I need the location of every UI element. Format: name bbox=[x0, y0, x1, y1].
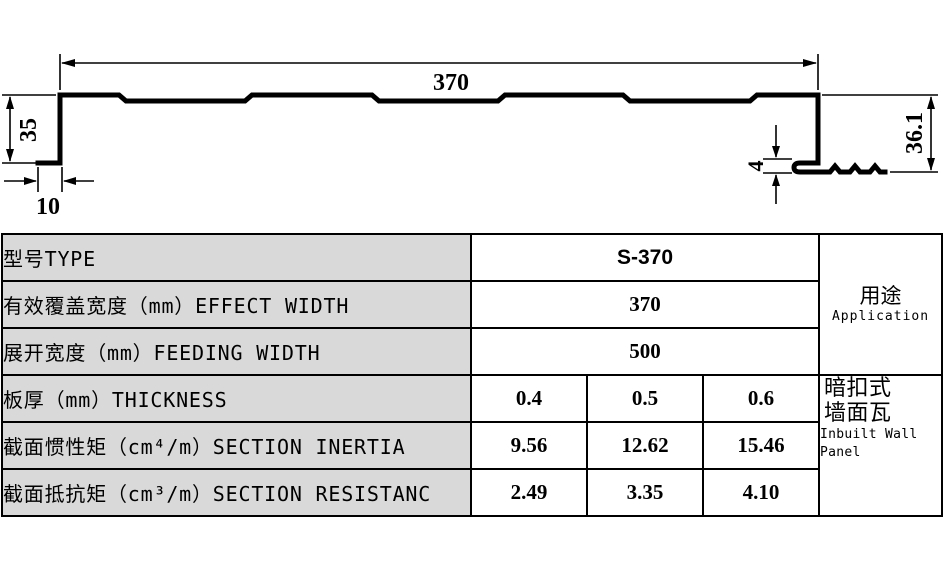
row-feeding-width: 展开宽度（mm）FEEDING WIDTH 500 bbox=[1, 327, 942, 376]
label-section-inertia: 截面惯性矩（cm⁴/m）SECTION INERTIA bbox=[1, 421, 472, 470]
label-effect-width: 有效覆盖宽度（mm）EFFECT WIDTH bbox=[1, 280, 472, 329]
dim-left-height-arrow-top bbox=[6, 96, 14, 109]
application-type-cell: 暗扣式 墙面瓦 Inbuilt Wall Panel bbox=[818, 374, 944, 517]
row-thickness: 板厚（mm）THICKNESS 0.4 0.5 0.6 暗扣式 墙面瓦 Inbu… bbox=[1, 374, 944, 517]
profile-drawing: 370 35 10 36.1 4 bbox=[2, 54, 938, 220]
dim-lap-label: 4 bbox=[743, 161, 768, 172]
dim-flange-arrow-right bbox=[63, 177, 76, 185]
specification-table: 型号TYPE S-370 用途 Application 有效覆盖宽度（mm）EF… bbox=[1, 233, 944, 517]
dim-width-arrow-left bbox=[61, 59, 75, 67]
label-feeding-width: 展开宽度（mm）FEEDING WIDTH bbox=[1, 327, 472, 376]
value-thickness-3: 0.6 bbox=[701, 374, 821, 423]
dim-right-height-arrow-bottom bbox=[927, 158, 935, 171]
row-section-inertia: 截面惯性矩（cm⁴/m）SECTION INERTIA 9.56 12.62 1… bbox=[1, 421, 942, 470]
dim-width-arrow-right bbox=[803, 59, 817, 67]
value-thickness-2: 0.5 bbox=[586, 374, 704, 423]
row-type: 型号TYPE S-370 用途 Application bbox=[1, 233, 944, 376]
dim-right-height-label: 36.1 bbox=[902, 112, 928, 154]
value-effect-width: 370 bbox=[469, 280, 821, 329]
value-inertia-2: 12.62 bbox=[586, 421, 704, 470]
value-inertia-3: 15.46 bbox=[701, 421, 821, 470]
row-section-resistance: 截面抵抗矩（cm³/m）SECTION RESISTANC 2.49 3.35 … bbox=[1, 468, 942, 517]
value-inertia-1: 9.56 bbox=[470, 421, 588, 470]
value-model: S-370 bbox=[469, 233, 821, 282]
value-resistance-3: 4.10 bbox=[701, 468, 821, 517]
value-feeding-width: 500 bbox=[469, 327, 821, 376]
application-title-cn: 用途 bbox=[859, 284, 902, 308]
application-title-en: Application bbox=[831, 309, 930, 324]
dim-left-height-label: 35 bbox=[16, 118, 42, 142]
dim-lap-arrow-bottom bbox=[772, 174, 780, 186]
panel-profile-outline bbox=[35, 92, 888, 175]
dim-left-height-arrow-bottom bbox=[6, 149, 14, 162]
dim-flange-label: 10 bbox=[36, 194, 60, 220]
application-type-en-line1: Inbuilt Wall bbox=[820, 427, 918, 442]
label-type: 型号TYPE bbox=[1, 233, 472, 282]
row-effect-width: 有效覆盖宽度（mm）EFFECT WIDTH 370 bbox=[1, 280, 942, 329]
value-resistance-1: 2.49 bbox=[470, 468, 588, 517]
application-header-cell: 用途 Application bbox=[818, 233, 944, 376]
label-thickness: 板厚（mm）THICKNESS bbox=[1, 374, 472, 423]
application-type-cn-line1: 暗扣式 bbox=[824, 376, 892, 401]
application-type-cn-line2: 墙面瓦 bbox=[824, 401, 892, 426]
dim-right-height-arrow-top bbox=[927, 96, 935, 109]
value-thickness-1: 0.4 bbox=[470, 374, 588, 423]
label-section-resistance: 截面抵抗矩（cm³/m）SECTION RESISTANC bbox=[1, 468, 472, 517]
dim-lap-arrow-top bbox=[772, 146, 780, 158]
value-resistance-2: 3.35 bbox=[586, 468, 704, 517]
application-type-en-line2: Panel bbox=[820, 445, 861, 460]
dim-flange-arrow-left bbox=[24, 177, 37, 185]
dim-width-label: 370 bbox=[433, 70, 469, 96]
